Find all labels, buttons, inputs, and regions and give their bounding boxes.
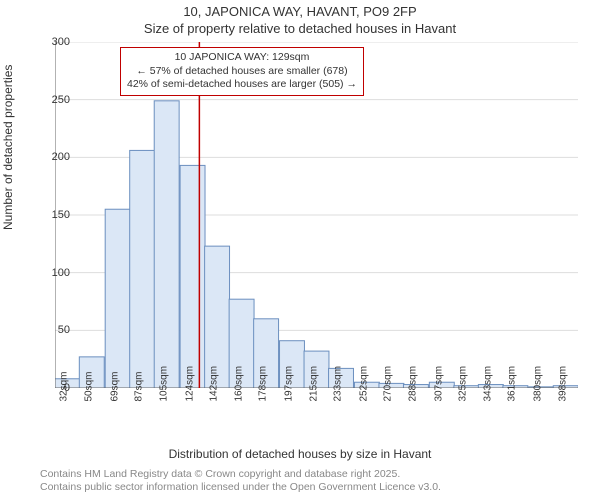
- y-axis-label: Number of detached properties: [1, 65, 15, 230]
- histogram-bar: [105, 209, 130, 388]
- x-axis-label: Distribution of detached houses by size …: [0, 447, 600, 461]
- annotation-line-1: 10 JAPONICA WAY: 129sqm: [127, 51, 357, 65]
- y-tick-label: 250: [40, 94, 70, 106]
- histogram-bar: [130, 150, 155, 388]
- footer-line-2: Contains public sector information licen…: [40, 481, 441, 494]
- y-tick-label: 300: [40, 36, 70, 48]
- chart-container: 10, JAPONICA WAY, HAVANT, PO9 2FP Size o…: [0, 0, 600, 500]
- footer-line-1: Contains HM Land Registry data © Crown c…: [40, 468, 441, 481]
- annotation-line-2: ← 57% of detached houses are smaller (67…: [127, 65, 357, 79]
- y-tick-label: 150: [40, 209, 70, 221]
- y-tick-label: 50: [40, 324, 70, 336]
- histogram-bar: [154, 101, 179, 388]
- y-tick-label: 200: [40, 151, 70, 163]
- title-line-2: Size of property relative to detached ho…: [0, 21, 600, 36]
- annotation-line-3: 42% of semi-detached houses are larger (…: [127, 78, 357, 92]
- footer: Contains HM Land Registry data © Crown c…: [40, 468, 441, 494]
- annotation-box: 10 JAPONICA WAY: 129sqm ← 57% of detache…: [120, 47, 364, 96]
- title-line-1: 10, JAPONICA WAY, HAVANT, PO9 2FP: [0, 4, 600, 19]
- histogram-bar: [180, 165, 205, 388]
- y-tick-label: 100: [40, 267, 70, 279]
